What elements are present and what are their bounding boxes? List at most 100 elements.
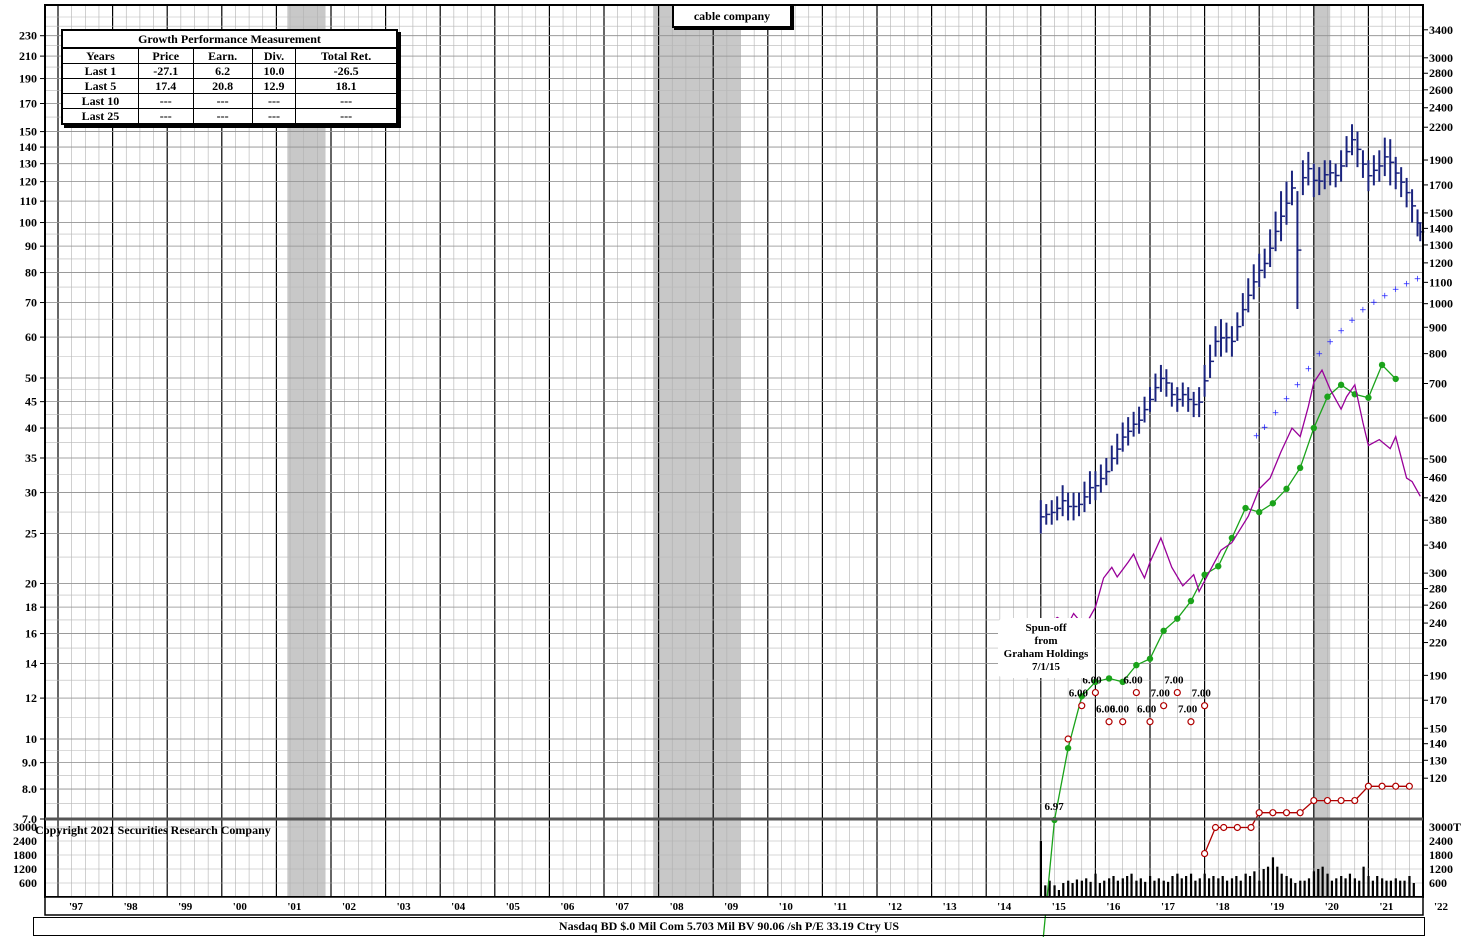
volume-bar <box>1376 876 1379 897</box>
x-tick-label: '97 <box>69 901 84 913</box>
volume-bar <box>1176 873 1179 897</box>
performance-title: Growth Performance Measurement <box>63 31 396 48</box>
dividend-point <box>1296 809 1304 817</box>
volume-bar <box>1130 873 1133 897</box>
x-tick-label: '11 <box>834 901 847 913</box>
volume-bar <box>1112 876 1115 897</box>
header-cell: Div. <box>251 48 297 64</box>
dividend-marker <box>1146 718 1154 726</box>
volume-bar <box>1289 878 1293 897</box>
volume-bar <box>1067 880 1070 897</box>
volume-bar <box>1248 876 1252 897</box>
header-cell: Earn. <box>192 48 253 64</box>
volume-tick-label: 1200 <box>13 862 37 876</box>
volume-bar <box>1262 869 1265 897</box>
volume-bar <box>1307 878 1311 897</box>
y-right-tick-label: 2400 <box>1429 101 1453 115</box>
x-tick-label: '19 <box>1270 901 1285 913</box>
y-left-tick-label: 50 <box>25 371 37 385</box>
volume-bars <box>1039 841 1415 897</box>
table-cell: Last 25 <box>63 108 139 123</box>
y-left-tick-label: 8.0 <box>22 782 37 796</box>
earnings-point <box>1365 394 1372 401</box>
y-right-tick-label: 190 <box>1429 668 1447 682</box>
y-right-tick-label: 380 <box>1429 513 1447 527</box>
y-right-tick-label: 240 <box>1429 616 1447 630</box>
volume-bar <box>1371 880 1374 897</box>
y-left-tick-label: 150 <box>19 125 37 139</box>
y-right-tick-label: 1300 <box>1429 238 1453 252</box>
volume-bar <box>1394 878 1397 897</box>
dividend-point <box>1364 782 1373 790</box>
volume-bar <box>1144 881 1147 897</box>
earnings-point <box>1324 393 1331 400</box>
y-right-tick-label: 260 <box>1429 598 1447 612</box>
volume-bar <box>1367 876 1370 897</box>
volume-bar <box>1171 876 1174 897</box>
dividend-marker <box>1091 688 1100 697</box>
earnings-point <box>1187 597 1195 605</box>
y-left-tick-label: 110 <box>20 194 37 208</box>
earnings-point <box>1269 500 1277 507</box>
volume-bar <box>1303 880 1306 897</box>
y-left-tick-label: 190 <box>19 72 37 86</box>
dividend-marker <box>1173 688 1181 697</box>
header-cell: Years <box>63 48 139 64</box>
volume-bar <box>1044 885 1047 897</box>
dividend-marker <box>1105 718 1113 726</box>
volume-bar <box>1162 880 1165 897</box>
y-right-tick-label: 300 <box>1429 566 1447 580</box>
spinoff-annotation: Spun-off from Graham Holdings 7/1/15 <box>998 618 1094 678</box>
earnings-point <box>1119 678 1126 686</box>
table-cell: 20.8 <box>192 78 253 94</box>
volume-tick-label: 3000T <box>1429 820 1461 834</box>
dividend-point <box>1310 796 1318 805</box>
table-row: Last 1 -27.1 6.2 10.0 -26.5 <box>63 63 396 79</box>
chart-series: ++++++++++++++++6.006.006.006.006.006.00… <box>1039 124 1425 937</box>
dividend-point <box>1200 849 1209 858</box>
x-axis-strip <box>44 896 1424 916</box>
x-tick-label: '22 <box>1434 901 1449 913</box>
y-right-tick-label: 1400 <box>1429 221 1453 235</box>
dividend-marker <box>1078 702 1086 710</box>
chart-grid <box>45 5 1424 897</box>
earnings-point <box>1201 571 1208 578</box>
y-right-tick-label: 800 <box>1429 347 1447 361</box>
y-right-tick-label: 1900 <box>1429 153 1453 167</box>
volume-bar <box>1330 880 1334 897</box>
volume-bar <box>1280 873 1283 897</box>
earnings-point <box>1174 615 1181 622</box>
table-cell: Last 1 <box>63 63 139 79</box>
volume-bar <box>1353 878 1356 897</box>
earnings-point <box>1078 693 1085 700</box>
dividend-point <box>1323 796 1332 805</box>
dividend-point <box>1282 809 1291 817</box>
y-right-tick-label: 220 <box>1429 636 1447 650</box>
y-right-tick-label: 1000 <box>1429 297 1453 311</box>
spinoff-line: from <box>1034 635 1058 647</box>
dividend-point <box>1351 796 1359 805</box>
y-right-tick-label: 1100 <box>1429 275 1452 289</box>
y-right-tick-label: 280 <box>1429 582 1447 596</box>
volume-bar <box>1139 878 1142 897</box>
x-tick-label: '16 <box>1106 901 1121 913</box>
earnings-point <box>1310 424 1318 432</box>
table-cell: --- <box>137 108 194 123</box>
earnings-point <box>1256 508 1263 516</box>
volume-bar <box>1098 883 1101 897</box>
dividend-point <box>1247 823 1255 832</box>
table-cell: --- <box>192 108 253 123</box>
table-cell: 17.4 <box>137 78 194 94</box>
dividend-marker <box>1160 702 1168 710</box>
dividend-label: 6.00 <box>1137 704 1157 716</box>
dividend-point <box>1337 796 1345 805</box>
volume-bar <box>1299 880 1302 897</box>
table-row: Last 5 17.4 20.8 12.9 18.1 <box>63 78 396 94</box>
earnings-point <box>1092 678 1099 686</box>
dividend-point <box>1211 823 1220 832</box>
earnings-point <box>1160 627 1167 634</box>
table-cell: 12.9 <box>251 78 297 94</box>
y-right-tick-label: 1200 <box>1429 256 1453 270</box>
earnings-point <box>1215 563 1222 570</box>
x-tick-label: '04 <box>451 901 466 913</box>
